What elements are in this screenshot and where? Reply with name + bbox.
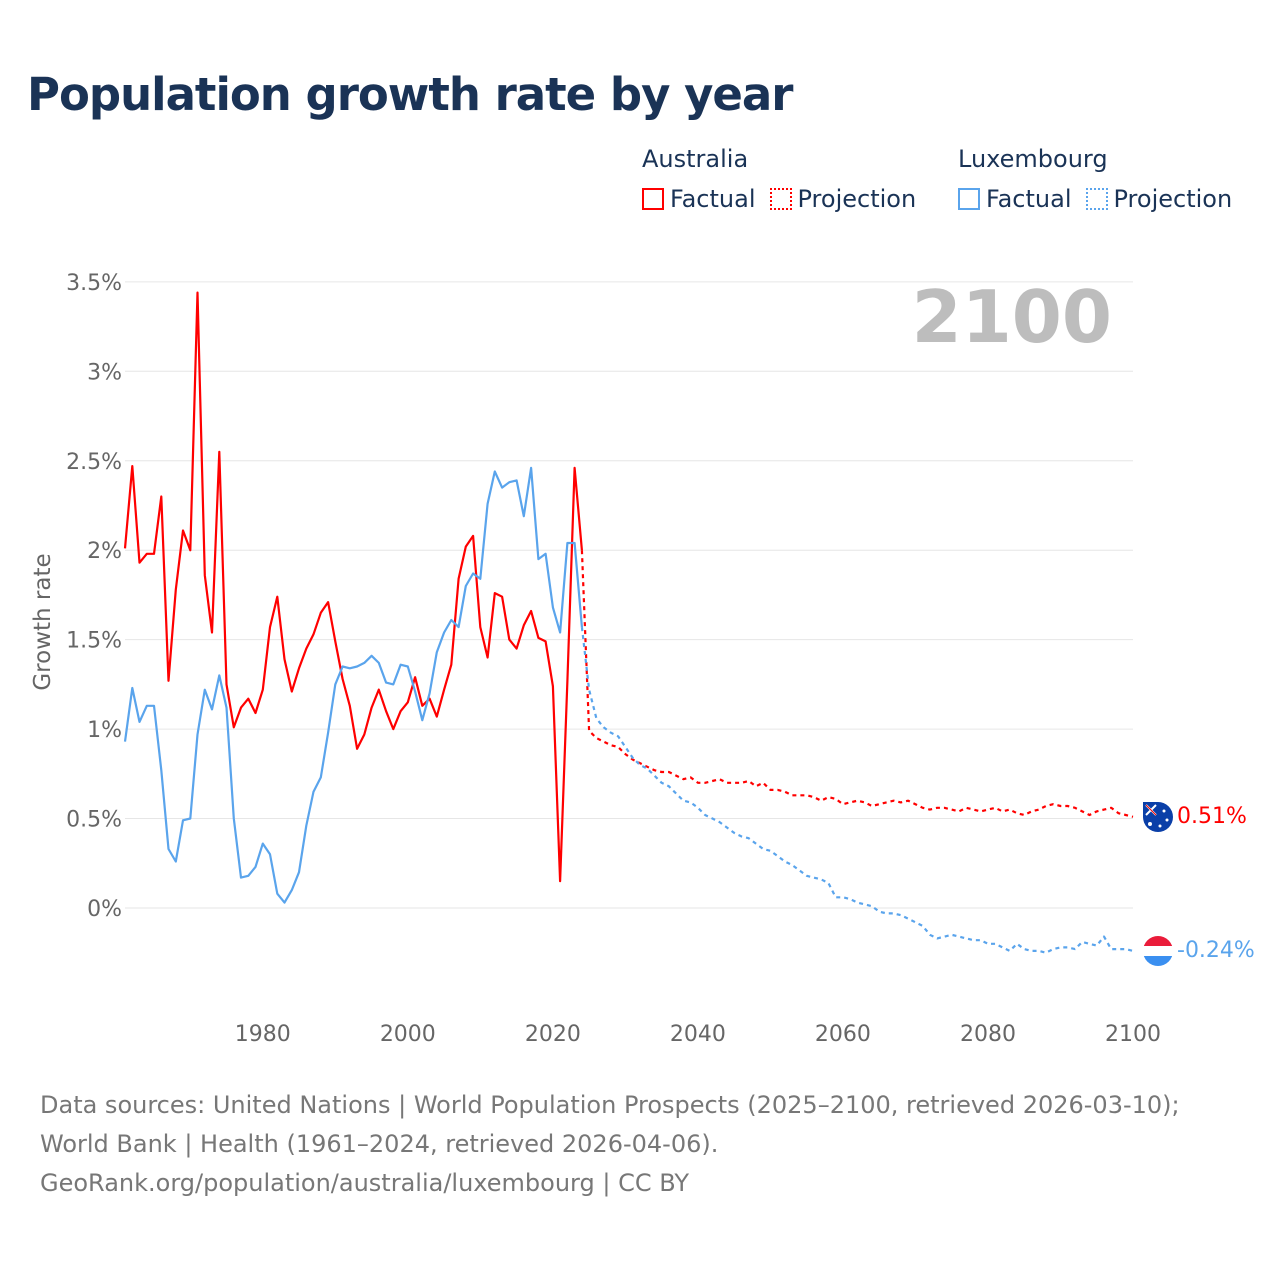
legend-label: Projection — [797, 185, 917, 213]
legend-item-luxembourg-factual[interactable]: Factual — [958, 185, 1072, 213]
legend-australia: Australia Factual Projection — [642, 145, 922, 213]
legend-label: Factual — [670, 185, 756, 213]
year-display: 2100 — [912, 275, 1112, 359]
footer-link[interactable]: GeoRank.org/population/australia/luxembo… — [40, 1169, 690, 1197]
solid-swatch-icon — [958, 188, 980, 210]
y-tick-label: 2% — [87, 539, 122, 564]
x-tick-label: 2100 — [1105, 1022, 1161, 1047]
y-axis-label: Growth rate — [30, 553, 56, 690]
line-luxembourg-projection — [580, 626, 1134, 954]
y-tick-label: 1% — [87, 718, 122, 743]
y-tick-label: 0.5% — [66, 808, 122, 833]
y-axis-ticks: 0% 0.5% 1% 1.5% 2% 2.5% 3% 3.5% — [66, 271, 122, 922]
line-australia-projection — [580, 550, 1134, 818]
gridlines — [125, 281, 1133, 909]
legend-label: Factual — [986, 185, 1072, 213]
x-tick-label: 2060 — [815, 1022, 871, 1047]
data-sources: Data sources: United Nations | World Pop… — [40, 1091, 1180, 1158]
series-lines — [123, 291, 1134, 954]
x-tick-label: 1980 — [235, 1022, 291, 1047]
end-label-luxembourg: -0.24% — [1177, 938, 1255, 963]
legend-group-name: Luxembourg — [958, 145, 1108, 173]
x-tick-label: 2040 — [670, 1022, 726, 1047]
end-label-australia: 0.51% — [1177, 804, 1247, 829]
line-luxembourg-factual — [123, 466, 583, 904]
x-tick-label: 2000 — [380, 1022, 436, 1047]
legend-item-luxembourg-projection[interactable]: Projection — [1085, 185, 1233, 213]
dotted-swatch-icon — [769, 188, 792, 210]
y-tick-label: 0% — [87, 897, 122, 922]
flag-luxembourg-icon — [1143, 936, 1173, 966]
dotted-swatch-icon — [1085, 188, 1108, 210]
legend-item-australia-projection[interactable]: Projection — [769, 185, 917, 213]
y-tick-label: 2.5% — [66, 450, 122, 475]
flag-australia-icon — [1143, 802, 1173, 832]
legend-group-name: Australia — [642, 145, 749, 173]
legend-item-australia-factual[interactable]: Factual — [642, 185, 756, 213]
legend-luxembourg: Luxembourg Factual Projection — [958, 145, 1238, 213]
footer: Data sources: United Nations | World Pop… — [40, 1086, 1240, 1203]
chart-title: Population growth rate by year — [27, 68, 793, 121]
legend-label: Projection — [1113, 185, 1233, 213]
x-tick-label: 2080 — [960, 1022, 1016, 1047]
y-tick-label: 3% — [87, 360, 122, 385]
y-tick-label: 3.5% — [66, 271, 122, 296]
line-australia-factual — [123, 291, 583, 883]
x-tick-label: 2020 — [525, 1022, 581, 1047]
x-axis-ticks: 1980 2000 2020 2040 2060 2080 2100 — [235, 1022, 1161, 1047]
y-tick-label: 1.5% — [66, 629, 122, 654]
solid-swatch-icon — [642, 188, 664, 210]
